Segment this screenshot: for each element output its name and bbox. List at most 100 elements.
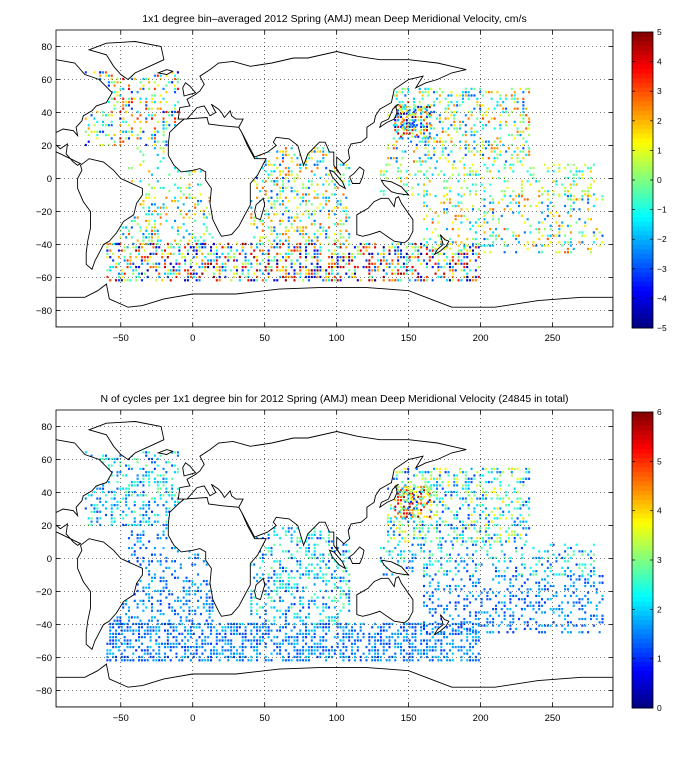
bin-cell: [439, 530, 441, 532]
bin-cell: [188, 580, 190, 582]
bin-cell: [167, 639, 169, 641]
bin-cell: [135, 246, 137, 248]
bin-cell: [151, 101, 153, 103]
bin-cell: [601, 198, 603, 200]
bin-cell: [476, 98, 478, 100]
bin-cell: [521, 187, 523, 189]
bin-cell: [357, 249, 359, 251]
bin-cell: [328, 653, 330, 655]
bin-cell: [219, 269, 221, 271]
bin-cell: [328, 249, 330, 251]
bin-cell: [250, 266, 252, 268]
bin-cell: [449, 266, 451, 268]
bin-cell: [423, 653, 425, 655]
bin-cell: [102, 455, 104, 457]
bin-cell: [567, 198, 569, 200]
bin-cell: [233, 626, 235, 628]
bin-cell: [430, 484, 432, 486]
bin-cell: [345, 246, 347, 248]
bin-cell: [209, 606, 211, 608]
bin-cell: [412, 193, 414, 195]
bin-cell: [328, 567, 330, 569]
bin-cell: [442, 150, 444, 152]
bin-cell: [112, 639, 114, 641]
bin-cell: [374, 643, 376, 645]
bin-cell: [314, 249, 316, 251]
bin-cell: [273, 183, 275, 185]
bin-cell: [194, 207, 196, 209]
bin-cell: [160, 213, 162, 215]
bin-cell: [276, 236, 278, 238]
bin-cell: [288, 530, 290, 532]
bin-cell: [180, 600, 182, 602]
bin-cell: [567, 212, 569, 214]
bin-cell: [587, 248, 589, 250]
bin-cell: [374, 653, 376, 655]
bin-cell: [165, 511, 167, 513]
bin-cell: [587, 218, 589, 220]
bin-cell: [535, 205, 537, 207]
bin-cell: [184, 259, 186, 261]
bin-cell: [469, 633, 471, 635]
bin-cell: [299, 620, 301, 622]
bin-cell: [403, 659, 405, 661]
bin-cell: [435, 248, 437, 250]
bin-cell: [485, 124, 487, 126]
bin-cell: [174, 121, 176, 123]
bin-cell: [325, 659, 327, 661]
bin-cell: [141, 263, 143, 265]
bin-cell: [465, 134, 467, 136]
bin-cell: [340, 649, 342, 651]
bin-cell: [473, 94, 475, 96]
bin-cell: [482, 124, 484, 126]
bin-cell: [131, 468, 133, 470]
bin-cell: [345, 593, 347, 595]
bin-cell: [386, 177, 388, 179]
bin-cell: [499, 94, 501, 96]
bin-cell: [427, 488, 429, 490]
bin-cell: [163, 577, 165, 579]
bin-cell: [481, 245, 483, 247]
bin-cell: [154, 547, 156, 549]
bin-cell: [331, 256, 333, 258]
bin-cell: [174, 200, 176, 202]
bin-cell: [157, 590, 159, 592]
bin-cell: [409, 269, 411, 271]
bin-cell: [154, 514, 156, 516]
bin-cell: [445, 98, 447, 100]
bin-cell: [273, 583, 275, 585]
bin-cell: [157, 600, 159, 602]
bin-cell: [183, 193, 185, 195]
bin-cell: [137, 494, 139, 496]
bin-cell: [426, 245, 428, 247]
bin-cell: [354, 256, 356, 258]
bin-cell: [345, 570, 347, 572]
bin-cell: [148, 88, 150, 90]
bin-cell: [458, 215, 460, 217]
bin-cell: [206, 583, 208, 585]
bin-cell: [177, 471, 179, 473]
bin-cell: [426, 656, 428, 658]
x-tick-label: 150: [401, 333, 417, 344]
bin-cell: [122, 233, 124, 235]
bin-cell: [157, 213, 159, 215]
bin-cell: [399, 494, 401, 496]
bin-cell: [368, 273, 370, 275]
bin-cell: [450, 150, 452, 152]
bin-cell: [416, 134, 418, 136]
bin-cell: [522, 137, 524, 139]
bin-cell: [483, 245, 485, 247]
bin-cell: [486, 170, 488, 172]
bin-cell: [233, 646, 235, 648]
bin-cell: [296, 583, 298, 585]
bin-cell: [93, 507, 95, 509]
bin-cell: [160, 187, 162, 189]
bin-cell: [305, 554, 307, 556]
bin-cell: [299, 633, 301, 635]
bin-cell: [164, 266, 166, 268]
bin-cell: [239, 279, 241, 281]
bin-cell: [427, 150, 429, 152]
bin-cell: [102, 111, 104, 113]
bin-cell: [259, 577, 261, 579]
bin-cell: [233, 656, 235, 658]
